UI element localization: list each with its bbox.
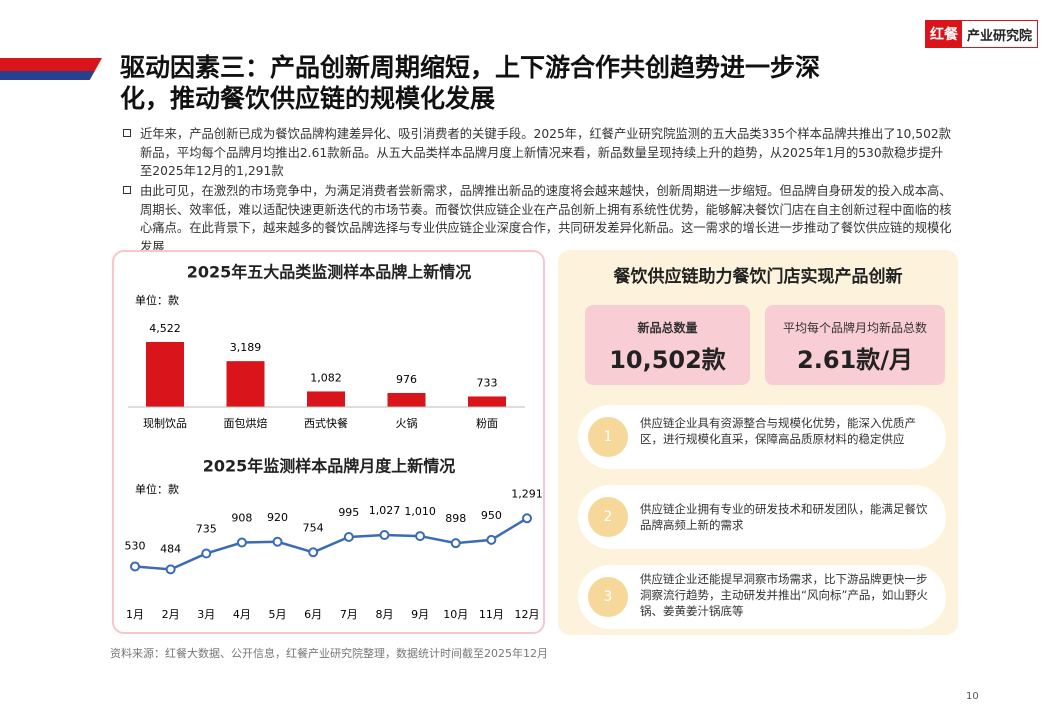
x-tick-label: 西式快餐 — [304, 416, 348, 430]
stat-box: 新品总数量 10,502款 — [585, 305, 750, 385]
item-text: 供应链企业拥有专业的研发技术和研发团队，能满足餐饮品牌高频上新的需求 — [640, 502, 928, 532]
value-label: 1,010 — [404, 505, 436, 518]
value-label: 950 — [481, 509, 502, 522]
x-tick-label: 3月 — [197, 608, 215, 621]
line — [134, 517, 528, 571]
title: 驱动因素三：产品创新周期缩短，上下游合作共创趋势进一步深 化，推动餐饮供应链的规… — [120, 52, 820, 114]
x-tick-label: 12月 — [515, 608, 540, 621]
x-tick-label: 10月 — [443, 608, 468, 621]
logo-text: 产业研究院 — [967, 29, 1033, 44]
stat-label: 新品总数量 — [637, 321, 698, 335]
bullet: 近年来，产品创新已成为餐饮品牌构建差异化、吸引消费者的关键手段。2025年，红餐… — [123, 125, 955, 181]
value-label: 3,189 — [230, 341, 262, 354]
point — [236, 537, 247, 548]
x-tick-label: 9月 — [411, 608, 429, 621]
chart-panel — [112, 250, 545, 634]
stat-value: 10,502款 — [609, 346, 726, 374]
bar — [387, 392, 426, 407]
point — [379, 529, 390, 540]
logo-mark: 红餐 — [926, 21, 962, 47]
source: 资料来源：红餐大数据、公开信息，红餐产业研究院整理，数据统计时间截至2025年1… — [110, 647, 548, 660]
x-tick-label: 7月 — [340, 608, 358, 621]
item-num: 2 — [588, 497, 628, 537]
bullet-text: 由此可见，在激烈的市场竞争中，为满足消费者尝新需求，品牌推出新品的速度将会越来越… — [140, 184, 952, 254]
point — [165, 564, 176, 575]
bullet: 由此可见，在激烈的市场竞争中，为满足消费者尝新需求，品牌推出新品的速度将会越来越… — [123, 182, 955, 256]
value-label: 733 — [477, 376, 498, 389]
point — [450, 538, 461, 549]
x-tick-label: 6月 — [304, 608, 322, 621]
bar — [468, 396, 506, 407]
bar — [307, 391, 345, 407]
value-label: 735 — [196, 522, 217, 535]
x-tick-label: 8月 — [375, 608, 393, 621]
item: 3 供应链企业还能提早洞察市场需求，比下游品牌更快一步洞察流行趋势，主动研发并推出… — [578, 565, 946, 629]
item-text: 供应链企业还能提早洞察市场需求，比下游品牌更快一步洞察流行趋势，主动研发并推出“… — [640, 572, 928, 618]
chart-title: 2025年五大品类监测样本品牌上新情况 — [187, 263, 472, 282]
point — [522, 513, 532, 524]
x-tick-label: 5月 — [269, 608, 287, 621]
value-label: 920 — [267, 511, 288, 524]
x-tick-label: 2月 — [162, 608, 180, 621]
stat-box: 平均每个品牌月均新品总数 2.61款/月 — [765, 305, 945, 385]
panel-title: 餐饮供应链助力餐饮门店实现产品创新 — [613, 267, 903, 287]
item: 1 供应链企业具有资源整合与规模化优势，能深入优质产区，进行规模化直采，保障高品质… — [578, 405, 946, 469]
page-number: 10 — [966, 691, 979, 702]
x-tick-label: 面包烘焙 — [224, 416, 268, 430]
value-label: 484 — [160, 542, 181, 555]
value-label: 1,291 — [511, 487, 543, 500]
value-label: 908 — [231, 512, 252, 525]
stat-label: 平均每个品牌月均新品总数 — [782, 321, 927, 335]
item-num: 3 — [588, 577, 628, 617]
point — [130, 561, 140, 572]
x-tick-label: 11月 — [479, 608, 504, 621]
value-label: 995 — [338, 506, 359, 519]
bar — [146, 342, 184, 407]
point — [415, 531, 426, 542]
x-tick-label: 现制饮品 — [143, 417, 187, 430]
point — [308, 547, 319, 558]
title-line: 驱动因素三：产品创新周期缩短，上下游合作共创趋势进一步深 — [120, 53, 821, 82]
value-label: 754 — [303, 521, 324, 534]
value-label: 1,027 — [369, 504, 401, 517]
point — [343, 532, 354, 543]
header-stripe — [0, 58, 102, 80]
x-tick-label: 1月 — [126, 608, 144, 621]
value-label: 1,082 — [310, 371, 342, 384]
unit: 单位：款 — [135, 482, 179, 496]
item: 2 供应链企业拥有专业的研发技术和研发团队，能满足餐饮品牌高频上新的需求 — [578, 485, 946, 549]
value-label: 976 — [396, 373, 417, 386]
value-label: 530 — [125, 539, 146, 552]
bullet-text: 近年来，产品创新已成为餐饮品牌构建差异化、吸引消费者的关键手段。2025年，红餐… — [140, 127, 952, 178]
point — [272, 536, 283, 547]
value-label: 898 — [445, 512, 466, 525]
item-num: 1 — [588, 417, 628, 457]
point — [486, 534, 497, 545]
x-tick-label: 火锅 — [396, 417, 418, 430]
stat-value: 2.61款/月 — [797, 346, 913, 374]
item-text: 供应链企业具有资源整合与规模化优势，能深入优质产区，进行规模化直采，保障高品质原… — [640, 416, 916, 446]
charts: 2025年五大品类监测样本品牌上新情况单位：款4,522现制饮品3,189面包烘… — [125, 263, 543, 622]
value-label: 4,522 — [149, 322, 181, 335]
bar — [226, 361, 265, 407]
title-line: 化，推动餐饮供应链的规模化发展 — [120, 84, 496, 113]
x-tick-label: 粉面 — [476, 417, 498, 430]
point — [201, 548, 212, 559]
logo: 红餐 产业研究院 — [925, 20, 1039, 48]
x-tick-label: 4月 — [233, 608, 251, 621]
chart-title: 2025年监测样本品牌月度上新情况 — [203, 457, 456, 476]
unit: 单位：款 — [135, 293, 179, 307]
